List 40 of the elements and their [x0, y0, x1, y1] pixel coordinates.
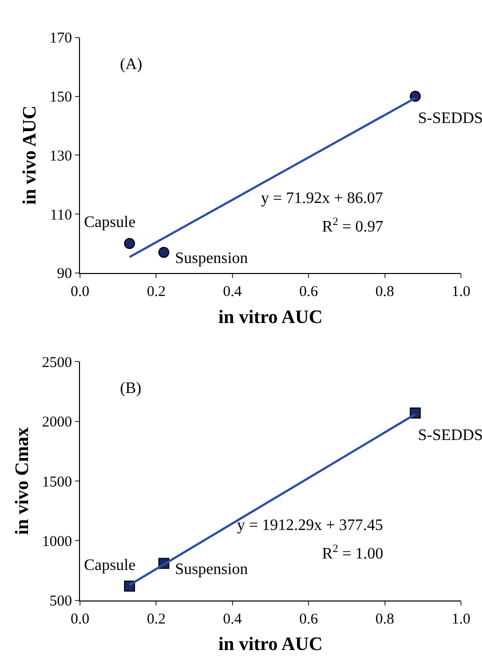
x-tick-label: 0.8	[375, 284, 394, 300]
x-axis-title: in vitro AUC	[218, 634, 323, 656]
annotation: Suspension	[175, 250, 248, 267]
y-tick-label: 150	[50, 90, 72, 106]
x-tick-label: 1.0	[452, 611, 470, 628]
y-tick-label: 1000	[42, 534, 72, 550]
annotation: y = 1912.29x + 377.45	[237, 517, 384, 534]
annotation: Capsule	[84, 557, 136, 574]
x-tick-label: 0.2	[146, 611, 166, 628]
annotation: S-SEDDS	[418, 427, 482, 444]
y-tick-label: 90	[57, 266, 72, 282]
y-tick-label: 170	[50, 30, 72, 47]
y-axis-title: in vivo AUC	[19, 106, 40, 205]
annotation: S-SEDDS	[418, 110, 482, 127]
y-tick-label: 2000	[42, 414, 72, 431]
y-tick-label: 2500	[42, 354, 72, 371]
y-tick-label: 1500	[42, 474, 72, 490]
annotation: R$^{2}$ = 1.00	[322, 543, 384, 563]
x-tick-label: 1.0	[452, 284, 470, 300]
annotation: R$^{2}$ = 0.97	[322, 216, 384, 236]
x-tick-label: 0.8	[375, 611, 394, 628]
annotation: (A)	[120, 56, 142, 73]
x-tick-label: 0.0	[70, 611, 90, 628]
annotation: Suspension	[175, 561, 248, 578]
y-tick-label: 500	[50, 594, 72, 610]
x-tick-label: 0.6	[299, 284, 318, 300]
x-tick-label: 0.0	[70, 284, 90, 300]
x-tick-label: 0.4	[223, 611, 242, 628]
y-axis-title: in vivo Cmax	[12, 426, 33, 535]
annotation: Capsule	[84, 214, 136, 231]
x-tick-label: 0.2	[146, 284, 166, 300]
x-axis-title: in vitro AUC	[218, 306, 323, 328]
x-tick-label: 0.4	[223, 284, 242, 300]
annotation: (B)	[120, 380, 142, 397]
point	[158, 246, 170, 258]
point	[124, 238, 136, 250]
annotation: y = 71.92x + 86.07	[261, 190, 384, 207]
y-tick-label: 110	[50, 207, 72, 224]
x-tick-label: 0.6	[299, 611, 318, 628]
y-tick-label: 130	[50, 148, 72, 164]
